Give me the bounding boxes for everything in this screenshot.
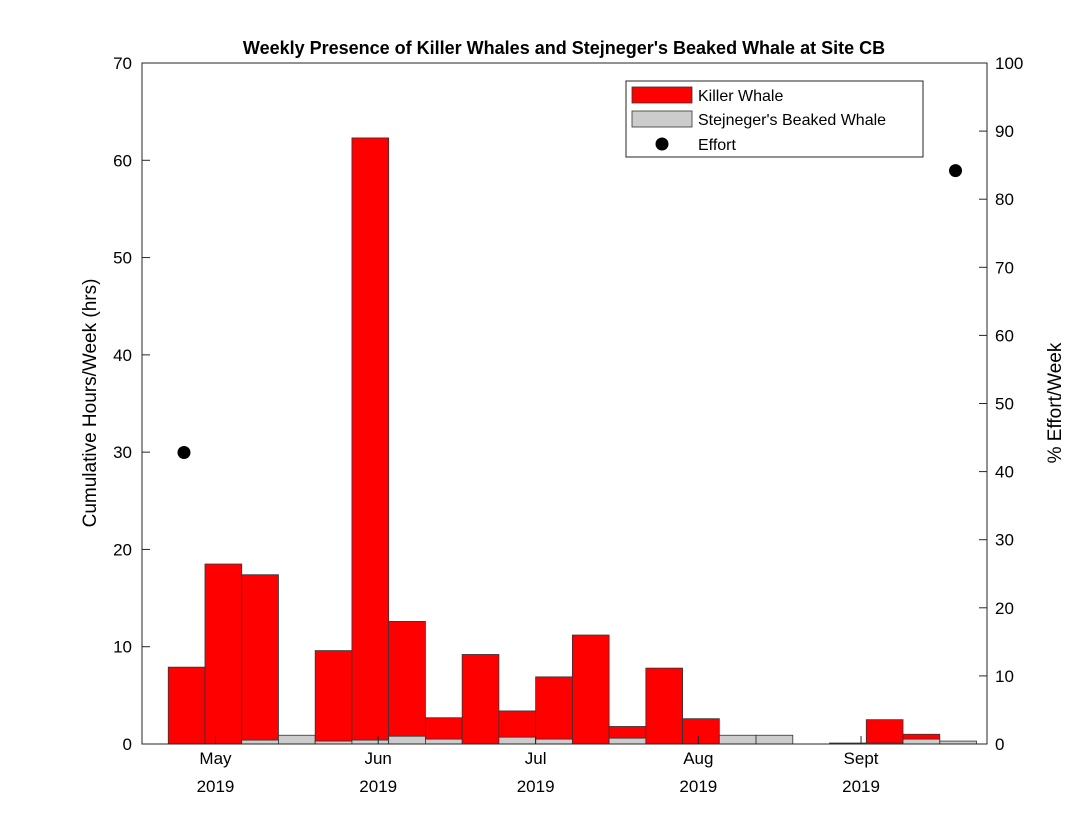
legend-label-killer-whale: Killer Whale bbox=[698, 88, 783, 105]
beaked-whale-bar bbox=[388, 735, 426, 745]
legend-swatch-killer-whale bbox=[631, 86, 693, 104]
y-tick-label: 60 bbox=[113, 151, 132, 170]
legend-label-beaked-whale: Stejneger's Beaked Whale bbox=[698, 112, 886, 129]
y2-tick-label: 0 bbox=[995, 735, 1004, 754]
y2-tick-label: 60 bbox=[995, 326, 1014, 345]
beaked-whale-bar bbox=[718, 734, 757, 745]
left-y-axis: 0 10 20 30 40 50 60 70 bbox=[113, 54, 150, 754]
killer-whale-bar bbox=[204, 563, 243, 745]
x-tick-label-month: Aug bbox=[683, 749, 713, 768]
y2-tick-label: 80 bbox=[995, 190, 1014, 209]
x-tick-label-year: 2019 bbox=[197, 777, 235, 796]
legend-label-effort: Effort bbox=[698, 137, 737, 154]
effort-point bbox=[177, 446, 191, 460]
beaked-whale-bar bbox=[535, 738, 573, 745]
legend: Killer Whale Stejneger's Beaked Whale Ef… bbox=[625, 80, 924, 158]
beaked-whale-bar bbox=[241, 739, 279, 745]
y-tick-label: 70 bbox=[113, 54, 132, 73]
killer-whale-bar bbox=[571, 634, 610, 745]
killer-whale-bar bbox=[388, 621, 426, 745]
y-tick-label: 10 bbox=[113, 638, 132, 657]
y-tick-label: 0 bbox=[123, 735, 132, 754]
killer-whale-bar bbox=[351, 137, 390, 745]
y2-tick-label: 30 bbox=[995, 531, 1014, 550]
legend-swatch-beaked-whale bbox=[631, 110, 693, 128]
y-axis-label: Cumulative Hours/Week (hrs) bbox=[80, 279, 101, 528]
beaked-whale-bar bbox=[498, 736, 537, 745]
killer-whale-bar bbox=[865, 719, 904, 745]
killer-whale-bar bbox=[314, 650, 353, 745]
chart-title: Weekly Presence of Killer Whales and Ste… bbox=[243, 38, 885, 58]
effort-points-layer bbox=[177, 164, 963, 460]
beaked-whale-bar bbox=[902, 738, 941, 745]
killer-whale-bar bbox=[682, 718, 720, 745]
x-tick-label-month: Sept bbox=[844, 749, 879, 768]
y2-tick-label: 40 bbox=[995, 463, 1014, 482]
x-tick-label-month: May bbox=[199, 749, 232, 768]
killer-whale-bar bbox=[645, 667, 683, 745]
y2-tick-label: 90 bbox=[995, 122, 1014, 141]
y-tick-label: 30 bbox=[113, 443, 132, 462]
y-tick-label: 40 bbox=[113, 346, 132, 365]
killer-whale-bar bbox=[167, 666, 206, 745]
y2-tick-label: 10 bbox=[995, 667, 1014, 686]
bars-layer bbox=[167, 137, 977, 745]
killer-whale-bar bbox=[241, 574, 279, 745]
y2-tick-label: 100 bbox=[995, 54, 1023, 73]
killer-whale-bar bbox=[461, 654, 500, 745]
y2-axis-label: % Effort/Week bbox=[1045, 342, 1066, 463]
x-tick-label-month: Jul bbox=[525, 749, 547, 768]
legend-marker-effort bbox=[655, 137, 669, 151]
beaked-whale-bar bbox=[351, 739, 390, 745]
effort-point bbox=[949, 164, 963, 178]
x-tick-label-year: 2019 bbox=[359, 777, 397, 796]
x-tick-label-year: 2019 bbox=[679, 777, 717, 796]
beaked-whale-bar bbox=[278, 734, 316, 745]
x-tick-label-year: 2019 bbox=[517, 777, 555, 796]
x-tick-label-year: 2019 bbox=[842, 777, 880, 796]
beaked-whale-bar bbox=[425, 738, 463, 745]
killer-whale-bar bbox=[535, 676, 573, 745]
y2-tick-label: 70 bbox=[995, 258, 1014, 277]
x-tick-label-month: Jun bbox=[364, 749, 391, 768]
y-tick-label: 20 bbox=[113, 540, 132, 559]
beaked-whale-bar bbox=[608, 737, 647, 745]
beaked-whale-bar bbox=[755, 734, 794, 745]
y2-tick-label: 20 bbox=[995, 599, 1014, 618]
y2-tick-label: 50 bbox=[995, 395, 1014, 414]
y-tick-label: 50 bbox=[113, 249, 132, 268]
right-y-axis: 0 10 20 30 40 50 60 70 80 90 100 bbox=[979, 54, 1023, 754]
x-axis: May 2019 Jun 2019 Jul 2019 Aug 2019 Sept 2019 bbox=[197, 736, 880, 796]
